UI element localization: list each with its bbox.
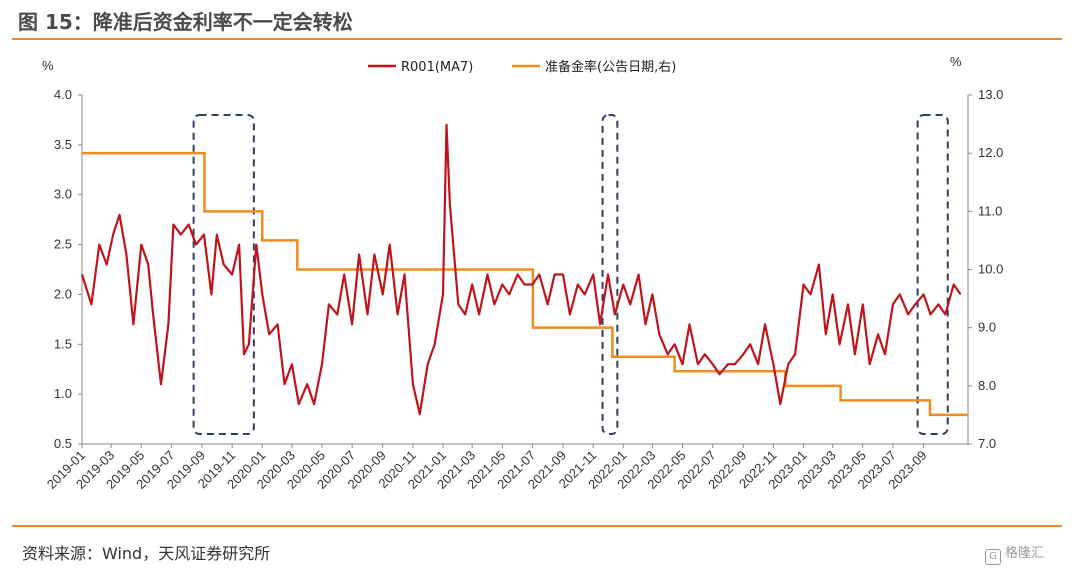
left-tick-label: 0.5 [54, 436, 72, 451]
left-tick-label: 4.0 [54, 87, 72, 102]
left-tick-label: 2.5 [54, 237, 72, 252]
right-tick-label: 7.0 [978, 436, 996, 451]
right-tick-label: 13.0 [978, 87, 1003, 102]
right-axis-unit: % [950, 54, 962, 69]
left-axis-unit: % [42, 58, 54, 73]
right-tick-label: 8.0 [978, 378, 996, 393]
highlight-box-1 [192, 113, 255, 436]
axes-group: 0.5 1.0 1.5 2.0 2.5 3.0 3.5 4.0 7.0 8.0 9.0 10.0 11.… [44, 87, 1004, 492]
chart-canvas: 0.5 1.0 1.5 2.0 2.5 3.0 3.5 4.0 7.0 8.0 9.0 10.0 11.… [42, 54, 1004, 492]
series-line-rrr [82, 151, 968, 417]
right-tick-label: 11.0 [978, 203, 1002, 218]
legend-label-r001: R001(MA7) [401, 60, 473, 75]
highlight-box-3 [916, 113, 949, 436]
highlight-box-2 [601, 113, 619, 436]
right-tick-label: 9.0 [978, 320, 996, 335]
left-tick-label: 1.0 [54, 386, 72, 401]
right-tick-label: 10.0 [978, 262, 1003, 277]
top-rule [12, 38, 1062, 40]
left-tick-label: 3.5 [54, 137, 72, 152]
legend: R001(MA7) 准备金率(公告日期,右) [368, 59, 676, 75]
source-note: 资料来源：Wind，天风证券研究所 [22, 544, 271, 563]
series-line-r001 [80, 123, 962, 416]
watermark-logo-icon: G [985, 549, 1001, 565]
watermark-text: 格隆汇 [1005, 546, 1045, 561]
bottom-rule [12, 525, 1062, 527]
left-tick-label: 1.5 [54, 336, 72, 351]
left-tick-label: 2.0 [54, 286, 72, 301]
legend-label-rrr: 准备金率(公告日期,右) [545, 59, 676, 75]
watermark: G 格隆汇 [985, 542, 1044, 565]
right-tick-label: 12.0 [978, 145, 1003, 160]
left-tick-label: 3.0 [54, 187, 72, 202]
series-lines-group [80, 123, 968, 417]
figure-title: 图 15：降准后资金利率不一定会转松 [18, 10, 353, 34]
